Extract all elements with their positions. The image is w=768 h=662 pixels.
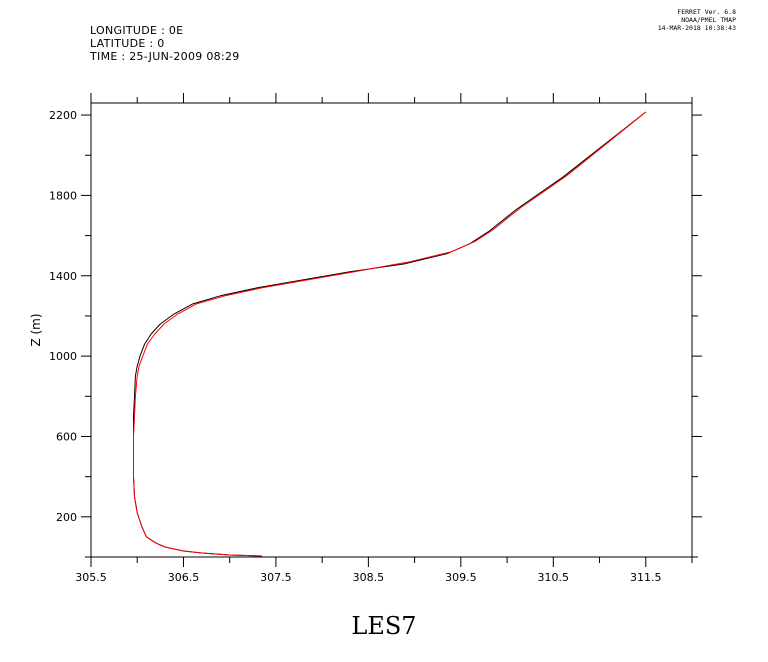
y-tick-label: 1800 [49, 189, 77, 202]
stamp-line-1: FERRET Ver. 6.8 [677, 8, 736, 16]
axis-ticks [81, 93, 702, 567]
axis-tick-labels: 305.5 306.5 307.5 308.5 309.5 310.5 311.5 200 60… [49, 109, 662, 584]
y-axis-label: Z (m) [29, 313, 43, 346]
x-tick-label: 306.5 [168, 571, 200, 584]
x-tick-label: 310.5 [538, 571, 570, 584]
x-tick-label: 309.5 [445, 571, 477, 584]
y-tick-label: 1000 [49, 350, 77, 363]
stamp-line-3: 14-MAR-2018 10:38:43 [657, 24, 736, 32]
y-tick-label: 200 [56, 511, 77, 524]
ferret-stamp: FERRET Ver. 6.8 NOAA/PMEL TMAP 14-MAR-20… [658, 8, 736, 32]
series-lines [133, 111, 647, 557]
y-tick-label: 1400 [49, 270, 77, 283]
x-tick-label: 307.5 [260, 571, 292, 584]
stamp-line-2: NOAA/PMEL TMAP [681, 16, 736, 24]
chart-caption: LES7 [351, 612, 417, 640]
plot-frame [90, 102, 693, 558]
y-tick-label: 2200 [49, 109, 77, 122]
latitude-label: LATITUDE : 0 [90, 37, 165, 50]
x-tick-label: 308.5 [353, 571, 385, 584]
x-tick-label: 311.5 [630, 571, 662, 584]
series-line-1 [133, 111, 647, 557]
longitude-label: LONGITUDE : 0E [90, 24, 184, 37]
y-tick-label: 600 [56, 430, 77, 443]
x-tick-label: 305.5 [75, 571, 107, 584]
series-line-2 [133, 111, 647, 557]
time-label: TIME : 25-JUN-2009 08:29 [90, 50, 240, 63]
